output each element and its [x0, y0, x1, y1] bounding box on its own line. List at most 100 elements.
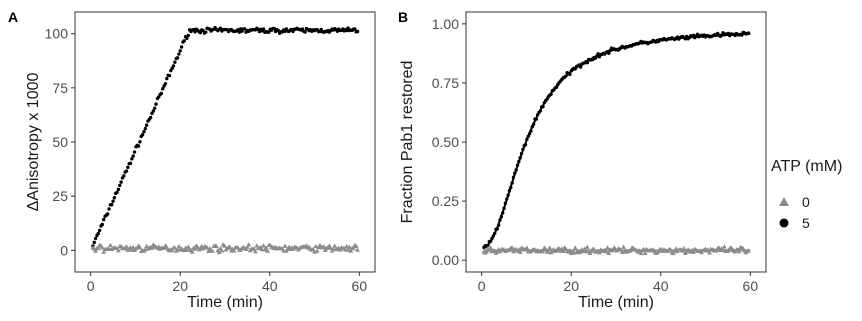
panel-a: A 0 20 40 60 0 25 50 75 100 Time (min) ΔAnisotropy …	[8, 9, 376, 311]
panel-b-point-atp-5	[526, 134, 530, 139]
panel-a-point-atp-5	[198, 30, 203, 35]
panel-a-point-atp-0	[253, 249, 258, 254]
panel-b-x-tick-label: 40	[653, 278, 669, 294]
panel-a-point-atp-5	[173, 60, 177, 64]
panel-b-point-atp-5	[554, 85, 559, 89]
panel-b-point-atp-0	[606, 250, 612, 255]
panel-a-point-atp-0	[282, 243, 288, 248]
panel-a-point-atp-5	[116, 187, 121, 192]
panel-b-point-atp-5	[534, 117, 538, 121]
panel-a-series-atp-5	[91, 25, 360, 248]
panel-a-point-atp-0	[231, 248, 237, 253]
panel-b-y-tick-label: 0.00	[432, 252, 459, 268]
panel-a-point-atp-5	[303, 30, 307, 34]
panel-a-point-atp-5	[130, 157, 134, 161]
panel-a-point-atp-5	[112, 196, 117, 200]
panel-b-point-atp-5	[519, 151, 524, 156]
panel-a-point-atp-0	[313, 243, 319, 249]
panel-a-y-axis-title: ΔAnisotropy x 1000	[25, 73, 42, 212]
panel-b-point-atp-0	[605, 245, 610, 250]
panel-a-point-atp-5	[261, 27, 266, 31]
panel-a-plot-frame	[74, 11, 376, 273]
panel-a-point-atp-0	[149, 245, 155, 250]
panel-a-point-atp-0	[137, 244, 143, 250]
panel-b-point-atp-0	[509, 245, 515, 250]
panel-a-point-atp-5	[167, 73, 172, 78]
panel-a-point-atp-5	[353, 27, 357, 31]
panel-b-point-atp-0	[642, 250, 648, 255]
panel-a-point-atp-5	[144, 123, 149, 127]
panel-b-point-atp-5	[585, 60, 590, 65]
panel-b-point-atp-0	[545, 249, 551, 254]
panel-a-point-atp-5	[243, 27, 247, 31]
panel-a-point-atp-5	[122, 174, 126, 178]
panel-b-point-atp-5	[509, 185, 513, 190]
panel-b-point-atp-5	[486, 243, 490, 247]
panel-a-point-atp-0	[263, 245, 269, 250]
panel-b-point-atp-0	[560, 248, 566, 253]
panel-b: B 0 20 40 60 0.00 0.25 0.50 0.75 1.00 Time (min) Fr…	[398, 9, 767, 311]
panel-a-point-atp-0	[261, 243, 266, 248]
panel-a-point-atp-0	[355, 247, 360, 252]
panel-a-point-atp-5	[151, 109, 156, 113]
panel-b-point-atp-0	[547, 245, 553, 250]
panel-a-point-atp-0	[219, 248, 225, 253]
panel-b-y-tick-label: 0.75	[432, 75, 459, 91]
panel-a-point-atp-0	[99, 245, 105, 250]
panel-a-point-atp-5	[201, 28, 205, 33]
panel-a-x-tick-label: 0	[87, 278, 95, 294]
panel-b-point-atp-0	[707, 250, 712, 255]
panel-b-x-tick-label: 20	[563, 278, 579, 294]
panel-a-point-atp-0	[93, 248, 98, 253]
panel-b-point-atp-0	[680, 248, 686, 253]
panel-a-point-atp-0	[351, 245, 356, 251]
panel-b-point-atp-5	[491, 234, 496, 238]
panel-b-point-atp-0	[721, 244, 727, 249]
panel-a-point-atp-5	[185, 36, 189, 40]
panel-a-point-atp-0	[347, 244, 352, 249]
panel-a-point-atp-5	[177, 52, 181, 56]
panel-b-point-atp-5	[740, 33, 744, 37]
panel-a-x-tick-label: 20	[172, 278, 188, 294]
panel-b-point-atp-5	[506, 193, 510, 197]
panel-b-point-atp-0	[572, 245, 578, 250]
panel-a-series-atp-0	[90, 242, 360, 255]
panel-b-point-atp-5	[531, 122, 536, 126]
panel-b-point-atp-0	[720, 247, 726, 253]
panel-a-point-atp-0	[101, 249, 107, 254]
panel-b-x-tick-label: 60	[743, 278, 759, 294]
panel-a-point-atp-5	[97, 228, 102, 233]
panel-b-point-atp-5	[549, 92, 553, 96]
panel-a-point-atp-5	[272, 26, 276, 31]
panel-b-point-atp-5	[492, 231, 497, 236]
panel-a-point-atp-5	[237, 30, 242, 34]
panel-a-point-atp-5	[105, 212, 110, 216]
panel-a-point-atp-5	[182, 39, 186, 43]
panel-b-point-atp-5	[521, 147, 525, 152]
panel-b-point-atp-5	[517, 159, 521, 164]
panel-b-point-atp-5	[503, 201, 508, 205]
panel-b-point-atp-0	[746, 248, 751, 253]
panel-a-point-atp-5	[193, 30, 197, 34]
panel-a-point-atp-5	[165, 76, 169, 81]
panel-a-point-atp-0	[106, 246, 112, 251]
legend-marker-atp-0	[779, 197, 789, 206]
panel-a-point-atp-5	[132, 150, 137, 154]
panel-a-point-atp-5	[355, 29, 360, 34]
panel-a-point-atp-0	[265, 248, 270, 253]
panel-a-point-atp-5	[126, 165, 130, 170]
panel-a-point-atp-0	[227, 244, 233, 249]
panel-b-point-atp-5	[518, 156, 522, 160]
panel-a-point-atp-0	[107, 242, 113, 247]
panel-a-point-atp-0	[95, 245, 101, 251]
panel-b-point-atp-0	[627, 248, 633, 253]
panel-a-point-atp-0	[314, 248, 320, 253]
panel-b-point-atp-0	[619, 249, 625, 255]
panel-b-point-atp-5	[525, 137, 529, 142]
panel-b-point-atp-0	[524, 245, 530, 250]
panel-a-point-atp-5	[143, 126, 147, 131]
panel-b-point-atp-0	[638, 250, 644, 256]
panel-a-point-atp-0	[216, 249, 222, 255]
panel-a-point-atp-5	[153, 106, 157, 110]
